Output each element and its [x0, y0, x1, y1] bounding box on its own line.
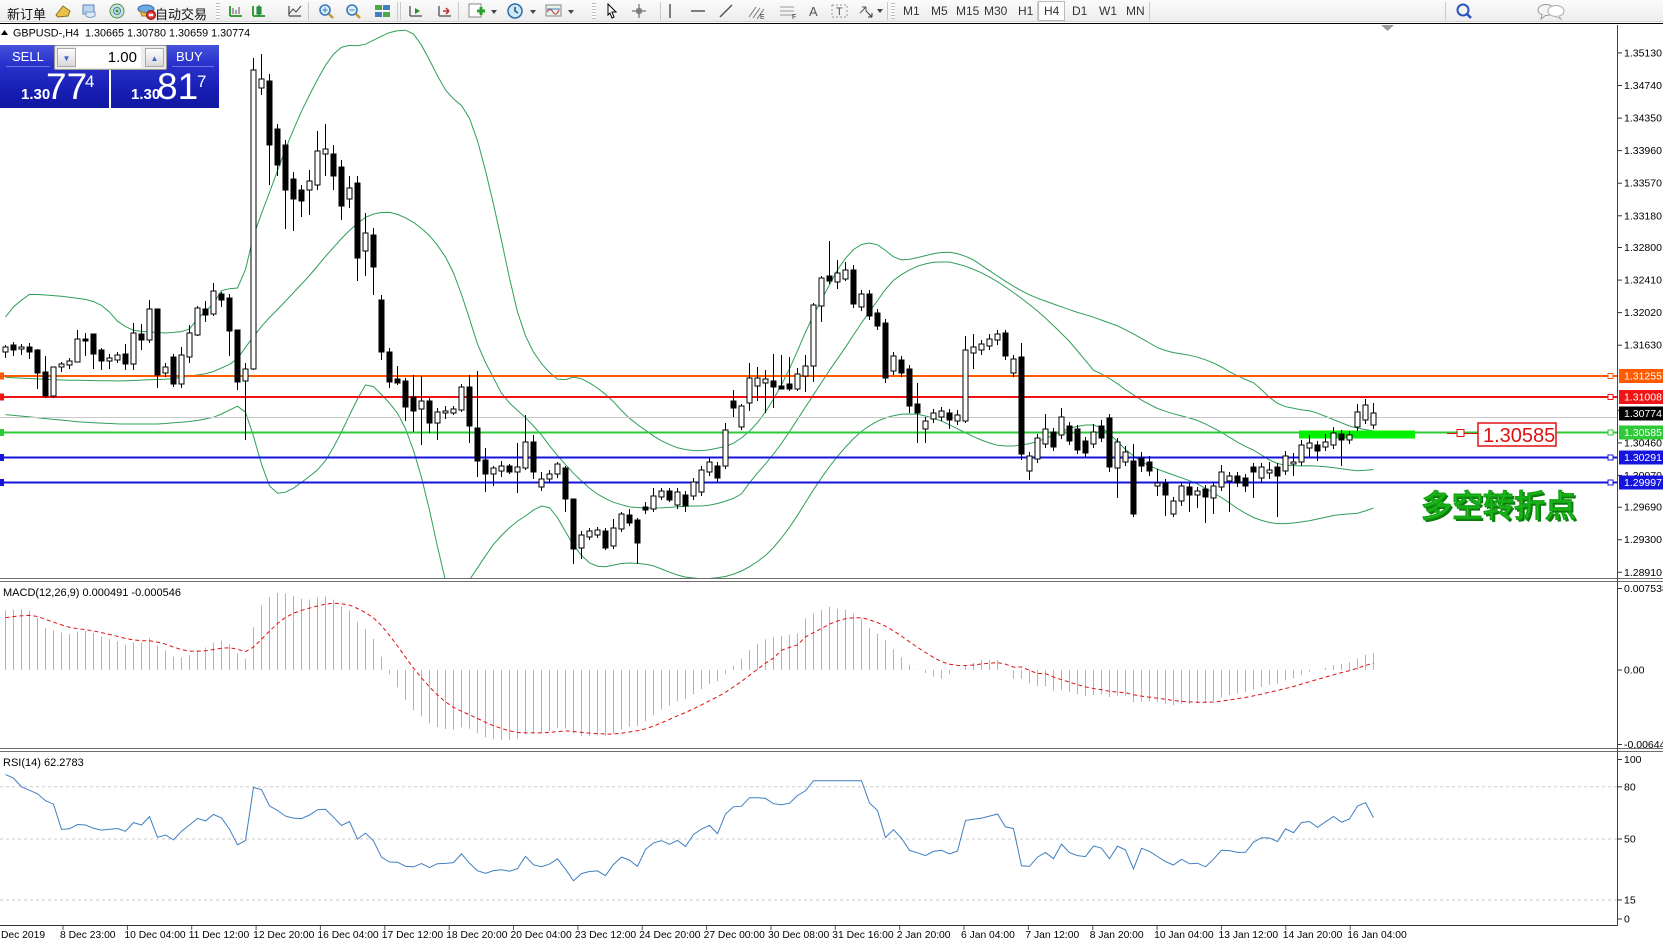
svg-text:1.32020: 1.32020	[1624, 307, 1662, 319]
svg-text:1.31008: 1.31008	[1624, 392, 1662, 404]
svg-text:7 Jan 12:00: 7 Jan 12:00	[1025, 930, 1079, 941]
svg-text:30 Dec 08:00: 30 Dec 08:00	[768, 930, 830, 941]
svg-text:GBPUSD-,H4 1.30665 1.30780 1.: GBPUSD-,H4 1.30665 1.30780 1.30659 1.307…	[13, 28, 250, 40]
svg-text:MACD(12,26,9) 0.000491 -0.0005: MACD(12,26,9) 0.000491 -0.000546	[3, 587, 181, 599]
svg-text:17 Dec 12:00: 17 Dec 12:00	[382, 930, 444, 941]
svg-text:27 Dec 00:00: 27 Dec 00:00	[704, 930, 766, 941]
svg-text:1.29300: 1.29300	[1624, 534, 1662, 546]
svg-text:13 Jan 12:00: 13 Jan 12:00	[1219, 930, 1279, 941]
svg-text:多空转折点: 多空转折点	[1421, 489, 1576, 524]
svg-text:A: A	[809, 4, 818, 19]
svg-text:1.29997: 1.29997	[1624, 477, 1662, 489]
svg-text:16 Jan 04:00: 16 Jan 04:00	[1347, 930, 1407, 941]
svg-text:100: 100	[1624, 754, 1642, 766]
svg-text:E: E	[760, 14, 765, 20]
svg-text:2 Jan 20:00: 2 Jan 20:00	[897, 930, 951, 941]
svg-text:16 Dec 04:00: 16 Dec 04:00	[317, 930, 379, 941]
svg-text:1.32410: 1.32410	[1624, 275, 1662, 287]
svg-text:12 Dec 20:00: 12 Dec 20:00	[253, 930, 315, 941]
svg-text:1.35130: 1.35130	[1624, 47, 1662, 59]
svg-text:6 Jan 04:00: 6 Jan 04:00	[961, 930, 1015, 941]
svg-text:15: 15	[1624, 894, 1636, 906]
svg-text:50: 50	[1624, 834, 1636, 846]
svg-text:20 Dec 04:00: 20 Dec 04:00	[511, 930, 573, 941]
svg-text:10 Dec 04:00: 10 Dec 04:00	[124, 930, 186, 941]
svg-text:1.33570: 1.33570	[1624, 178, 1662, 190]
svg-text:RSI(14) 62.2783: RSI(14) 62.2783	[3, 757, 84, 769]
svg-text:1.33180: 1.33180	[1624, 210, 1662, 222]
svg-text:14 Jan 20:00: 14 Jan 20:00	[1283, 930, 1343, 941]
svg-text:8 Jan 20:00: 8 Jan 20:00	[1090, 930, 1144, 941]
svg-text:18 Dec 20:00: 18 Dec 20:00	[446, 930, 508, 941]
svg-text:1.30774: 1.30774	[1624, 408, 1662, 420]
svg-text:Dec 2019: Dec 2019	[1, 930, 45, 941]
svg-text:8 Dec 23:00: 8 Dec 23:00	[60, 930, 116, 941]
svg-text:23 Dec 12:00: 23 Dec 12:00	[575, 930, 637, 941]
svg-text:11 Dec 12:00: 11 Dec 12:00	[189, 930, 250, 941]
svg-text:F: F	[792, 14, 796, 20]
svg-text:1.30585: 1.30585	[1483, 425, 1555, 447]
svg-text:1.32800: 1.32800	[1624, 242, 1662, 254]
svg-text:0: 0	[1624, 914, 1630, 926]
svg-text:1.33960: 1.33960	[1624, 145, 1662, 157]
svg-text:1.31630: 1.31630	[1624, 340, 1662, 352]
svg-text:多空转折点: 多空转折点	[1423, 491, 1578, 526]
svg-text:80: 80	[1624, 781, 1636, 793]
svg-text:10 Jan 04:00: 10 Jan 04:00	[1154, 930, 1214, 941]
svg-text:1.30291: 1.30291	[1624, 452, 1662, 464]
svg-text:1.31255: 1.31255	[1624, 371, 1662, 383]
svg-text:24 Dec 20:00: 24 Dec 20:00	[639, 930, 701, 941]
svg-text:0.00: 0.00	[1624, 665, 1645, 677]
svg-text:1.28910: 1.28910	[1624, 567, 1662, 579]
svg-text:-0.006446: -0.006446	[1624, 739, 1663, 751]
svg-text:1.30460: 1.30460	[1624, 437, 1662, 449]
svg-text:31 Dec 16:00: 31 Dec 16:00	[832, 930, 894, 941]
svg-text:T: T	[836, 6, 843, 18]
svg-text:1.34350: 1.34350	[1624, 113, 1662, 125]
svg-text:1.34740: 1.34740	[1624, 80, 1662, 92]
svg-text:1.30585: 1.30585	[1624, 427, 1662, 439]
svg-text:1.29690: 1.29690	[1624, 502, 1662, 514]
svg-text:0.007538: 0.007538	[1624, 583, 1663, 595]
